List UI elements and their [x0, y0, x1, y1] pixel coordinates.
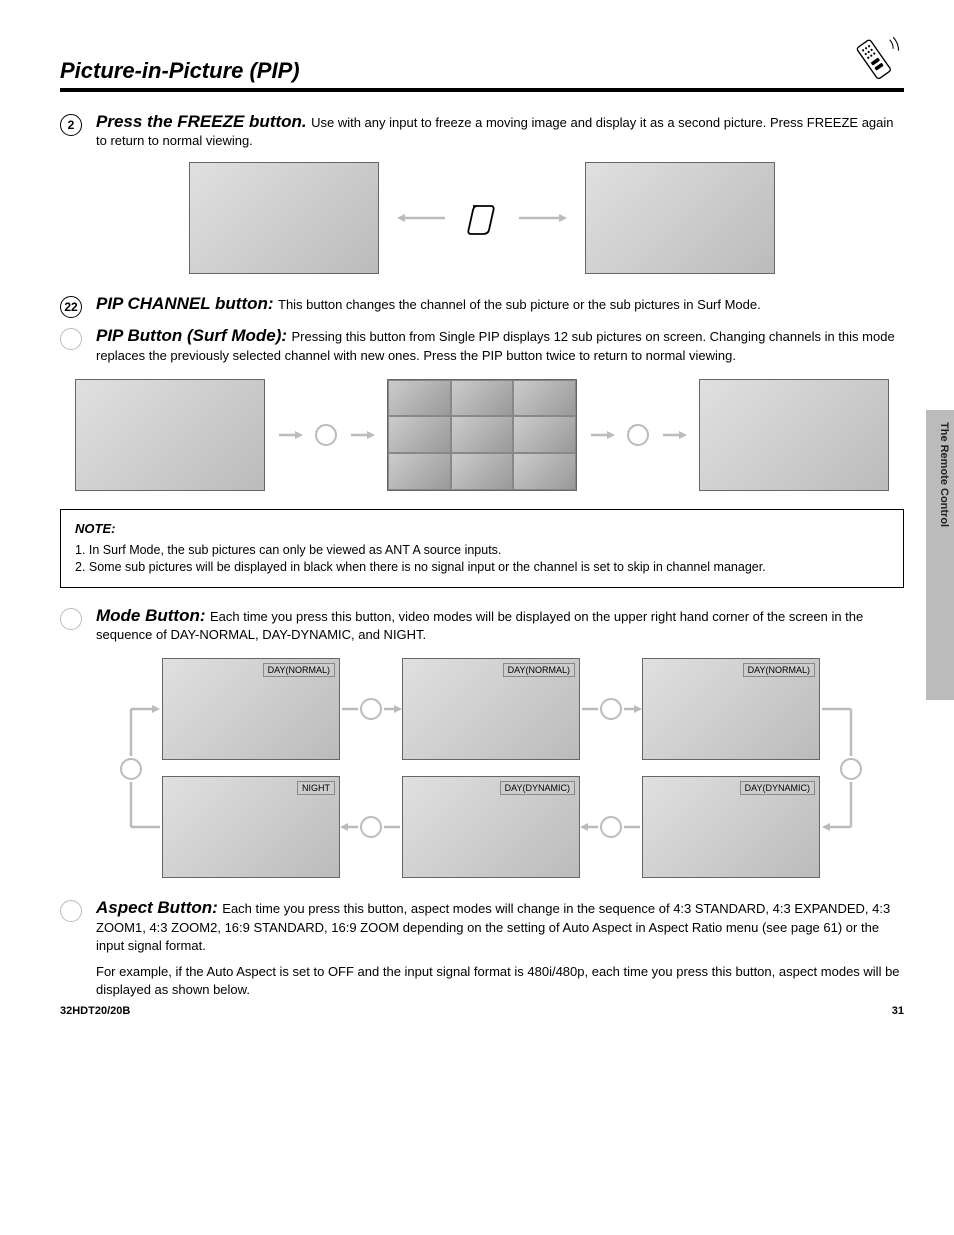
freeze-button-icon	[465, 200, 499, 236]
mode-label: DAY(DYNAMIC)	[740, 781, 815, 795]
step-body: This button changes the channel of the s…	[278, 297, 761, 312]
mode-label: NIGHT	[297, 781, 335, 795]
button-circle-icon	[840, 758, 862, 780]
mode-image: DAY(DYNAMIC)	[642, 776, 820, 878]
section-mode: Mode Button: Each time you press this bu…	[60, 606, 904, 644]
arrow-right-icon	[349, 428, 375, 442]
mode-label: DAY(NORMAL)	[503, 663, 575, 677]
mode-label: DAY(DYNAMIC)	[500, 781, 575, 795]
note-title: NOTE:	[75, 520, 889, 538]
note-line: 1. In Surf Mode, the sub pictures can on…	[75, 542, 889, 560]
page-title: Picture-in-Picture (PIP)	[60, 58, 904, 84]
mode-label: DAY(NORMAL)	[743, 663, 815, 677]
section-body: Each time you press this button, video m…	[96, 609, 863, 642]
mode-image: DAY(NORMAL)	[162, 658, 340, 760]
header-divider	[60, 88, 904, 92]
step-pip-channel: 22 PIP CHANNEL button: This button chang…	[60, 294, 904, 318]
arrow-right-icon	[589, 428, 615, 442]
remote-control-icon	[850, 30, 904, 87]
footer-model: 32HDT20/20B	[60, 1005, 130, 1017]
button-circle-icon	[120, 758, 142, 780]
button-circle-icon	[360, 816, 382, 838]
note-box: NOTE: 1. In Surf Mode, the sub pictures …	[60, 509, 904, 588]
section-title: Mode Button:	[96, 606, 206, 625]
demo-image	[189, 162, 379, 274]
side-tab-label: The Remote Control	[938, 422, 950, 527]
bullet-circle	[60, 900, 82, 922]
button-circle-icon	[600, 698, 622, 720]
button-circle-icon	[315, 424, 337, 446]
section-aspect: Aspect Button: Each time you press this …	[60, 898, 904, 999]
step-title: PIP CHANNEL button:	[96, 294, 274, 313]
arrow-left-icon	[397, 210, 447, 226]
arrow-right-icon	[277, 428, 303, 442]
arrow-right-icon	[661, 428, 687, 442]
arrow-right-icon	[517, 210, 567, 226]
mode-cycle: DAY(NORMAL) DAY(NORMAL) DAY(NORMAL) NIGH…	[102, 658, 862, 878]
button-circle-icon	[360, 698, 382, 720]
mode-image: DAY(NORMAL)	[642, 658, 820, 760]
step-number: 2	[60, 114, 82, 136]
step-number: 22	[60, 296, 82, 318]
freeze-demo	[60, 162, 904, 274]
surf-demo	[60, 379, 904, 491]
step-title: Press the FREEZE button.	[96, 112, 307, 131]
surf-grid	[387, 379, 577, 491]
button-circle-icon	[627, 424, 649, 446]
mode-image: DAY(DYNAMIC)	[402, 776, 580, 878]
footer-page: 31	[892, 1005, 904, 1017]
section-title: Aspect Button:	[96, 898, 218, 917]
section-surf: PIP Button (Surf Mode): Pressing this bu…	[60, 326, 904, 364]
mode-label: DAY(NORMAL)	[263, 663, 335, 677]
side-tab: The Remote Control	[926, 410, 954, 700]
section-body: For example, if the Auto Aspect is set t…	[96, 963, 904, 999]
button-circle-icon	[600, 816, 622, 838]
demo-image	[585, 162, 775, 274]
bullet-circle	[60, 328, 82, 350]
demo-image	[699, 379, 889, 491]
note-line: 2. Some sub pictures will be displayed i…	[75, 559, 889, 577]
demo-image	[75, 379, 265, 491]
step-freeze: 2 Press the FREEZE button. Use with any …	[60, 112, 904, 150]
bullet-circle	[60, 608, 82, 630]
mode-image: NIGHT	[162, 776, 340, 878]
mode-image: DAY(NORMAL)	[402, 658, 580, 760]
section-title: PIP Button (Surf Mode):	[96, 326, 287, 345]
